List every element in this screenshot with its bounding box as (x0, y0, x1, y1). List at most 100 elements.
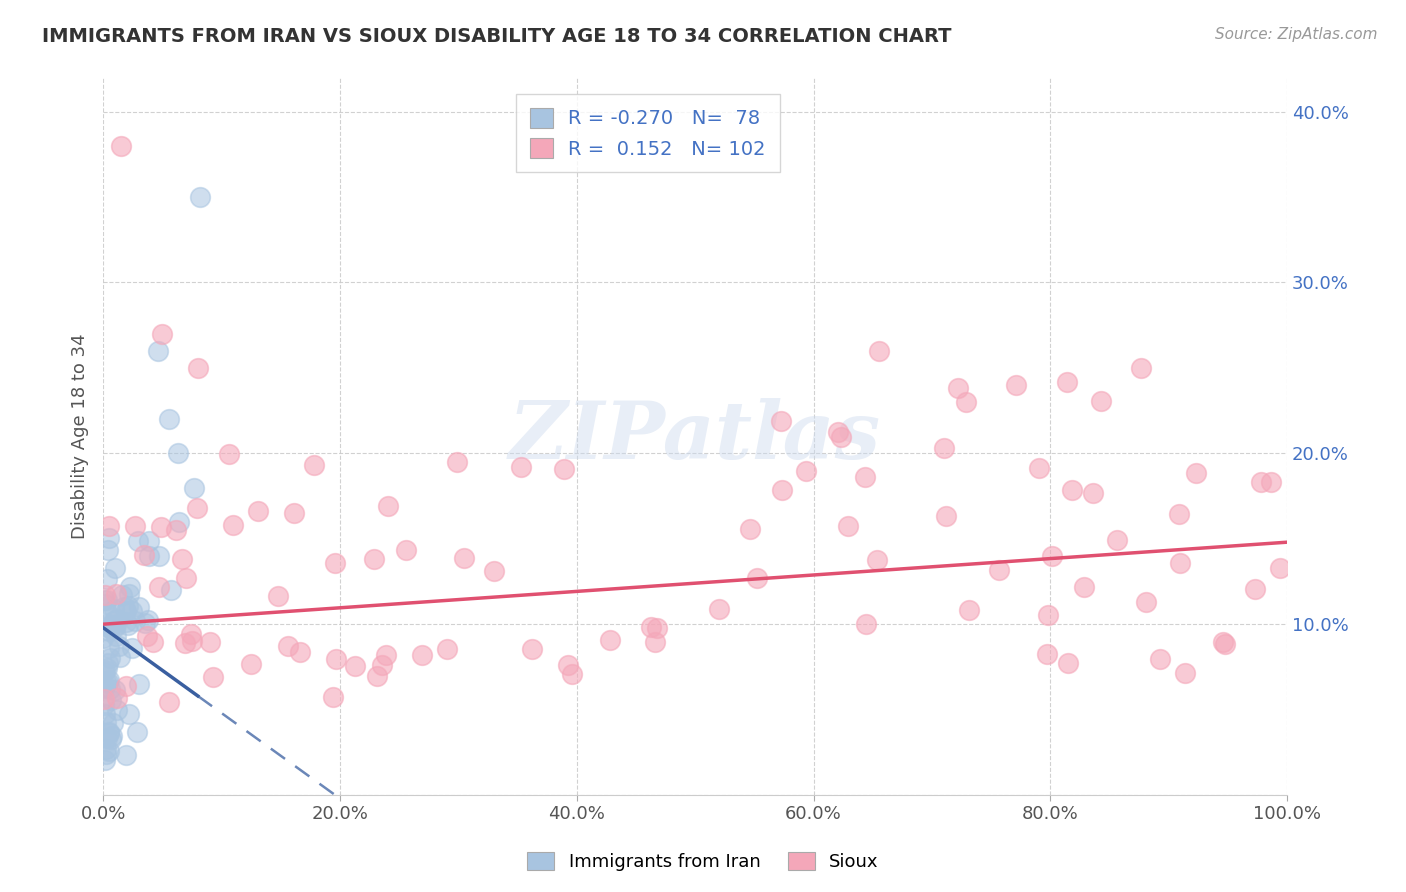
Point (93, 665, 115, 679)
Point (377, 499, 399, 513)
Point (796, 464, 818, 478)
Point (97, 617, 120, 632)
Point (103, 602, 125, 616)
Point (323, 556, 346, 570)
Point (561, 667, 583, 681)
Point (96, 593, 118, 607)
Point (93, 632, 115, 646)
Point (1149, 652, 1171, 666)
Point (198, 635, 221, 649)
Point (100, 622, 122, 636)
Point (148, 549, 170, 563)
Point (370, 658, 392, 673)
Point (124, 614, 146, 628)
Point (117, 587, 139, 601)
Point (1073, 580, 1095, 594)
Point (94, 675, 117, 690)
Point (1135, 595, 1157, 609)
Point (105, 630, 128, 644)
Point (138, 549, 160, 563)
Point (96, 656, 118, 670)
Point (770, 414, 793, 428)
Point (1090, 393, 1112, 408)
Point (1185, 467, 1208, 481)
Point (135, 628, 157, 642)
Point (96, 714, 118, 729)
Point (138, 613, 160, 627)
Point (855, 617, 877, 632)
Point (436, 642, 458, 657)
Point (957, 603, 980, 617)
Point (375, 648, 398, 662)
Point (411, 648, 433, 663)
Point (290, 645, 312, 659)
Point (830, 430, 852, 444)
Point (94, 588, 117, 602)
Point (98, 617, 121, 632)
Point (325, 652, 347, 666)
Text: IMMIGRANTS FROM IRAN VS SIOUX DISABILITY AGE 18 TO 34 CORRELATION CHART: IMMIGRANTS FROM IRAN VS SIOUX DISABILITY… (42, 27, 952, 45)
Point (97, 641, 120, 656)
Point (112, 600, 135, 615)
Point (127, 534, 149, 549)
Point (97, 607, 120, 622)
Point (222, 518, 245, 533)
Point (738, 522, 761, 536)
Point (97, 725, 120, 739)
Point (98, 531, 121, 545)
Point (935, 509, 957, 524)
Point (1060, 483, 1083, 498)
Point (125, 725, 148, 739)
Text: ZIPatlas: ZIPatlas (509, 398, 882, 475)
Point (103, 614, 125, 628)
Point (96, 731, 118, 746)
Point (344, 658, 367, 673)
Point (121, 641, 143, 656)
Point (745, 571, 768, 585)
Point (827, 425, 849, 439)
Point (157, 412, 180, 426)
Point (181, 633, 204, 648)
Point (453, 550, 475, 565)
Point (1005, 378, 1028, 392)
Point (98, 621, 121, 635)
Point (707, 602, 730, 616)
Point (107, 702, 129, 716)
Point (853, 470, 876, 484)
Point (201, 670, 224, 684)
Point (134, 616, 156, 631)
Point (157, 695, 180, 709)
Point (98, 744, 121, 758)
Point (121, 604, 143, 618)
Point (159, 582, 181, 597)
Point (150, 326, 173, 341)
Point (837, 519, 859, 533)
Point (167, 446, 190, 460)
Point (165, 523, 187, 537)
Point (187, 360, 209, 375)
Point (117, 599, 139, 613)
Point (138, 534, 160, 549)
Point (283, 506, 305, 520)
Point (94, 742, 117, 756)
Point (97, 673, 120, 687)
Point (510, 460, 533, 475)
Point (553, 461, 575, 475)
Point (186, 500, 208, 515)
Point (640, 619, 662, 633)
Point (183, 481, 205, 495)
Point (174, 635, 197, 649)
Point (100, 693, 122, 707)
Point (100, 731, 122, 746)
Point (104, 561, 127, 575)
Point (770, 483, 793, 497)
Point (266, 589, 288, 603)
Point (1081, 485, 1104, 500)
Point (96, 747, 118, 761)
Point (167, 515, 190, 529)
Point (98, 651, 121, 665)
Point (1213, 637, 1236, 651)
Point (174, 571, 197, 585)
Point (98, 519, 121, 533)
Point (110, 138, 132, 153)
